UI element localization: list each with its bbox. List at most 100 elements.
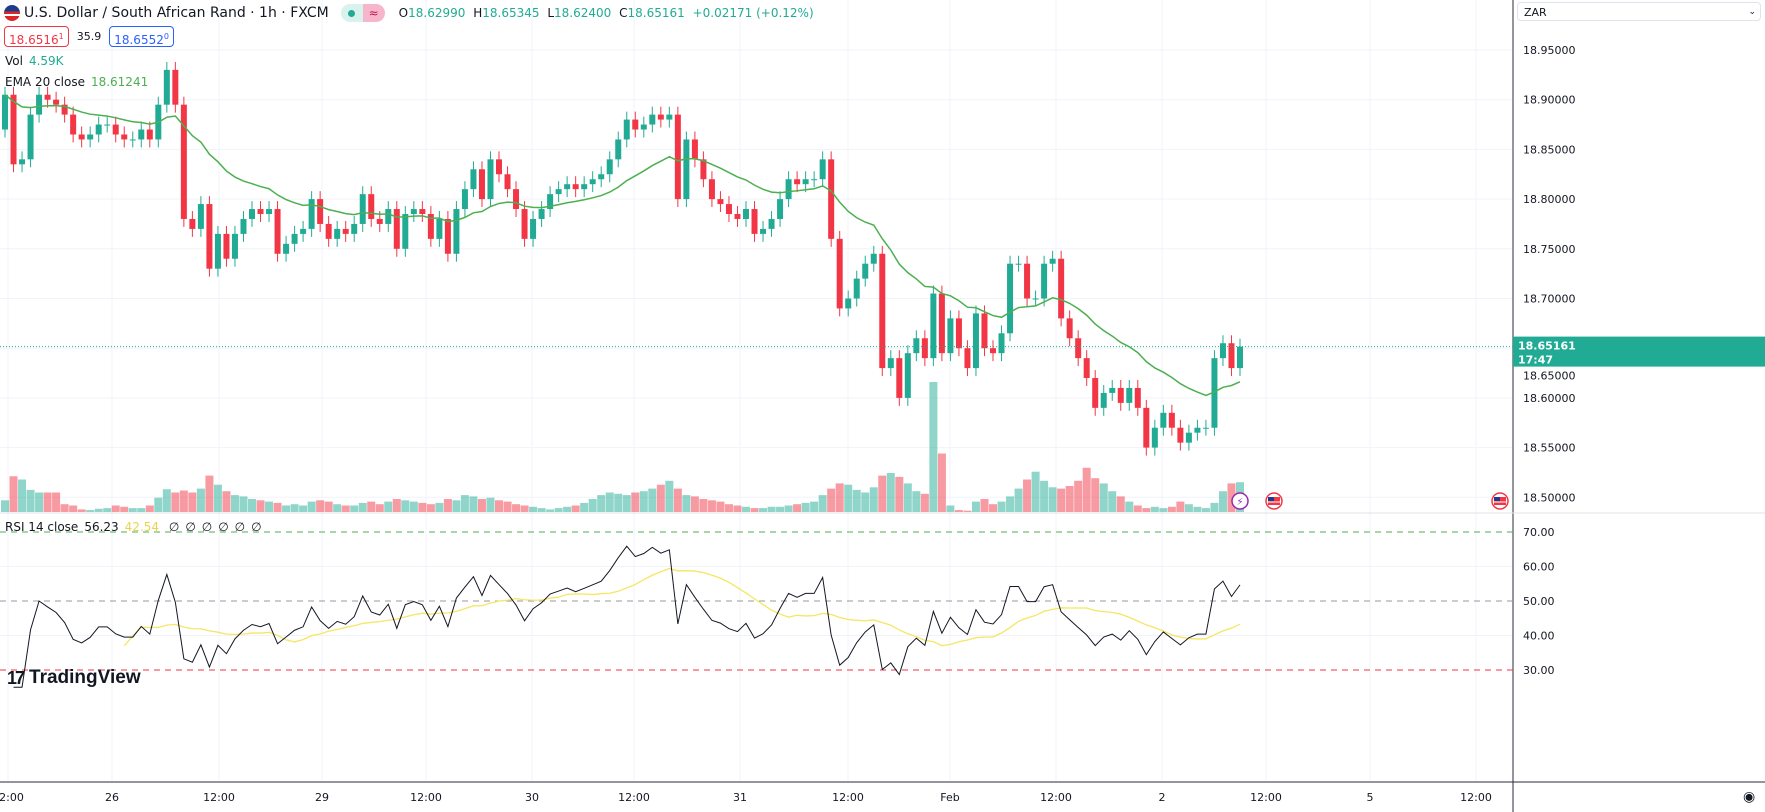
- flag-canton: [1494, 497, 1500, 501]
- candle-body: [530, 218, 537, 239]
- volume-legend-label: Vol: [5, 54, 23, 68]
- volume-bar: [469, 496, 478, 512]
- volume-bar: [248, 499, 256, 512]
- volume-bar: [1082, 467, 1091, 512]
- candle-body: [78, 134, 85, 140]
- candle-body: [581, 184, 588, 190]
- candle-body: [317, 199, 324, 224]
- close-label: C: [619, 6, 628, 20]
- rsi-tick-label: 30.00: [1523, 664, 1555, 677]
- price-tick-label: 18.90000: [1523, 94, 1576, 107]
- volume-bar: [546, 509, 555, 512]
- candle-body: [393, 209, 400, 249]
- volume-bar: [137, 508, 146, 512]
- time-tick-label: 30: [525, 791, 539, 804]
- tradingview-logo[interactable]: 17 TradingView: [7, 667, 141, 689]
- volume-bar: [750, 508, 759, 512]
- rsi-extra-value: ∅: [201, 520, 213, 534]
- candle-body: [283, 243, 290, 254]
- volume-bar: [512, 504, 521, 512]
- volume-bar: [1040, 480, 1049, 512]
- candle-body: [666, 114, 673, 120]
- volume-bar: [1201, 508, 1210, 512]
- volume-bar: [1193, 506, 1202, 512]
- data-delay-badge[interactable]: ≈: [362, 4, 385, 22]
- volume-bar: [818, 495, 827, 512]
- rsi-ma-line: [123, 567, 1241, 647]
- volume-bar: [477, 499, 486, 512]
- candle-body: [547, 194, 554, 210]
- volume-bar: [179, 490, 188, 512]
- candle-body: [138, 129, 145, 140]
- volume-bar: [810, 501, 819, 512]
- volume-bar: [997, 501, 1006, 512]
- candle-body: [1032, 298, 1039, 300]
- volume-bar: [1125, 501, 1134, 512]
- volume-bar: [316, 500, 325, 512]
- candle-body: [734, 214, 741, 219]
- ema-20-line: [4, 94, 1241, 397]
- volume-bar: [222, 491, 231, 512]
- market-open-badge[interactable]: [340, 4, 363, 22]
- candle-body: [129, 139, 136, 141]
- green-dot-icon: [348, 9, 356, 17]
- symbol-title[interactable]: U.S. Dollar / South African Rand · 1h · …: [24, 5, 329, 21]
- volume-bar: [1159, 508, 1168, 512]
- candle-body: [870, 253, 877, 264]
- ema-legend[interactable]: EMA 20 close 18.61241: [5, 75, 148, 89]
- volume-bar: [196, 488, 205, 512]
- candle-body: [112, 124, 119, 135]
- time-tick-label: Feb: [940, 791, 959, 804]
- rsi-tick-label: 50.00: [1523, 595, 1555, 608]
- symbol-header[interactable]: U.S. Dollar / South African Rand · 1h · …: [4, 3, 818, 23]
- candle-body: [402, 214, 409, 249]
- candle-body: [121, 134, 128, 140]
- eye-icon[interactable]: ◉: [1743, 789, 1756, 805]
- volume-bar: [920, 493, 929, 512]
- volume-bar: [835, 483, 844, 512]
- time-tick-label: 12:00: [0, 791, 24, 804]
- candle-body: [743, 209, 749, 219]
- candle-body: [1100, 392, 1107, 408]
- volume-bar: [861, 492, 870, 512]
- candle-body: [853, 278, 860, 299]
- candle-body: [981, 313, 988, 349]
- us-flag-event-icon[interactable]: [1491, 492, 1509, 510]
- sell-price: 18.6516: [9, 33, 59, 47]
- currency-label: ZAR: [1524, 6, 1547, 19]
- volume-bar: [520, 505, 529, 512]
- candle-body: [1024, 263, 1031, 299]
- lightning-event-icon[interactable]: ⚡: [1231, 492, 1249, 510]
- candle-body: [751, 209, 758, 234]
- candle-body: [44, 94, 51, 100]
- candle-body: [1151, 427, 1158, 448]
- volume-bar: [912, 491, 921, 512]
- volume-bar: [230, 495, 239, 512]
- volume-bar: [77, 509, 86, 512]
- buy-button[interactable]: 18.65520: [109, 26, 174, 47]
- volume-bar: [282, 505, 291, 512]
- candle-body: [777, 199, 784, 219]
- candle-body: [19, 159, 26, 165]
- candle-body: [53, 99, 60, 105]
- candle-body: [990, 348, 996, 354]
- volume-bar: [1227, 483, 1236, 512]
- candle-body: [419, 209, 426, 215]
- currency-dropdown[interactable]: ZAR ⌄: [1517, 2, 1761, 21]
- candle-body: [427, 214, 434, 239]
- sell-button[interactable]: 18.65161: [4, 26, 69, 47]
- volume-bar: [205, 475, 214, 512]
- rsi-legend[interactable]: RSI 14 close 56.23 42.54 ∅ ∅ ∅ ∅ ∅ ∅: [5, 520, 262, 534]
- volume-legend[interactable]: Vol 4.59K: [5, 54, 64, 68]
- candle-body: [1126, 387, 1133, 403]
- volume-bar: [827, 488, 836, 512]
- tradingview-mark-icon: 17: [7, 667, 25, 688]
- last-price-label: 18.65161: [1518, 340, 1576, 353]
- volume-bar: [1176, 501, 1185, 512]
- last-price-badge: [1513, 336, 1765, 367]
- volume-bar: [409, 501, 418, 512]
- us-flag-event-icon[interactable]: [1265, 492, 1283, 510]
- volume-bar: [1167, 506, 1176, 512]
- volume-bar: [1091, 478, 1100, 512]
